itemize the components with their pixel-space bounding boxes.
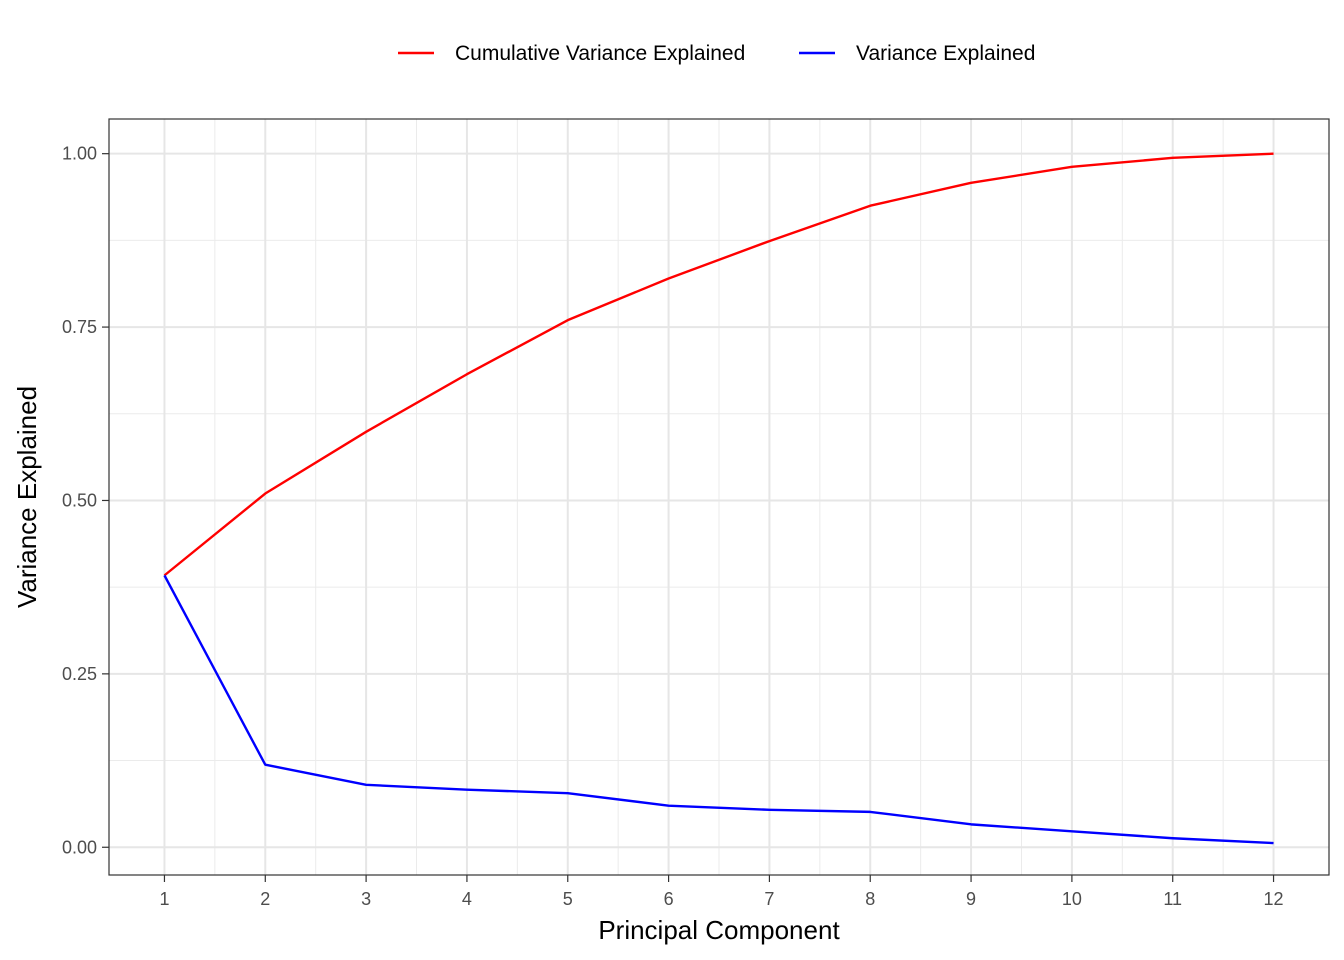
y-tick-label: 0.75 [62, 317, 97, 337]
x-tick-label: 8 [865, 889, 875, 909]
legend-label-1: Variance Explained [856, 42, 1035, 65]
x-tick-label: 6 [664, 889, 674, 909]
grid-minor [109, 119, 1329, 875]
series-line-0 [163, 152, 1274, 577]
x-tick-label: 3 [361, 889, 371, 909]
x-tick-label: 11 [1163, 889, 1182, 909]
x-axis: 1 2 3 4 5 6 7 8 9 10 11 12 [159, 875, 1284, 909]
x-tick-label: 1 [159, 889, 169, 909]
y-tick-label: 0.25 [62, 664, 97, 684]
y-tick-label: 1.00 [62, 144, 97, 164]
y-tick-label: 0.00 [62, 837, 97, 857]
x-tick-label: 7 [764, 889, 774, 909]
y-axis: 0.00 0.25 0.50 0.75 1.00 [62, 144, 109, 857]
y-axis-title: Variance Explained [12, 386, 42, 608]
x-tick-label: 9 [966, 889, 976, 909]
grid-major [109, 119, 1329, 875]
legend-label-0: Cumulative Variance Explained [455, 42, 745, 65]
x-axis-title: Principal Component [598, 915, 840, 945]
x-tick-label: 5 [563, 889, 573, 909]
x-tick-label: 12 [1264, 889, 1284, 909]
plot-border [108, 118, 1330, 876]
legend: Cumulative Variance Explained Variance Ex… [398, 42, 1035, 65]
x-tick-label: 4 [462, 889, 472, 909]
series-line-1 [163, 574, 1274, 845]
x-tick-label: 10 [1062, 889, 1082, 909]
series-layer [163, 152, 1274, 845]
y-tick-label: 0.50 [62, 490, 97, 510]
x-tick-label: 2 [260, 889, 270, 909]
